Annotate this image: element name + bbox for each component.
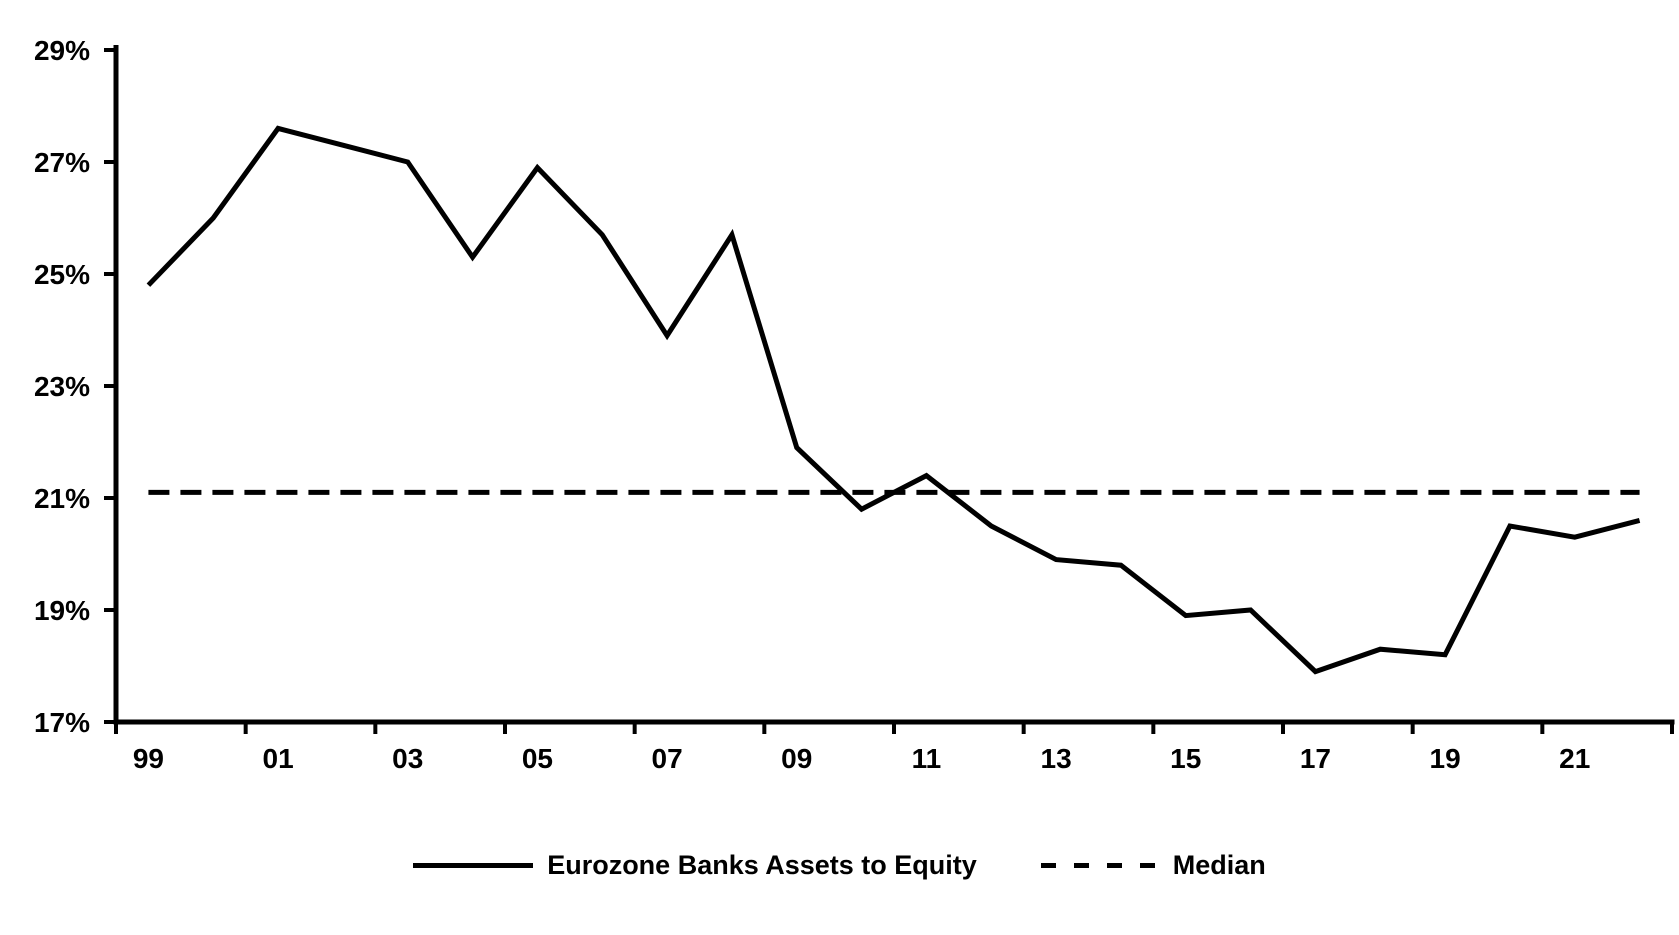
x-axis-tick-label: 15: [1170, 743, 1201, 774]
legend-item-median: Median: [1040, 850, 1266, 880]
y-axis-labels: 29% 27% 25% 23% 21% 19% 17%: [34, 35, 90, 738]
x-axis-tick-label: 07: [652, 743, 683, 774]
series-line-group: [146, 125, 1641, 675]
x-axis-tick-label: 99: [133, 743, 164, 774]
y-axis-tick-label: 27%: [34, 147, 90, 178]
x-axis-tick-label: 11: [912, 743, 942, 774]
x-axis-labels: 99 01 03 05 07 09 11 13 15 17 19 21: [133, 743, 1590, 774]
legend: Eurozone Banks Assets to Equity Median: [0, 852, 1679, 879]
y-axis-tick-label: 19%: [34, 595, 90, 626]
x-axis-tick-label: 21: [1559, 743, 1590, 774]
y-axis-tick-label: 29%: [34, 35, 90, 66]
x-axis-ticks: [114, 722, 1674, 734]
x-axis-tick-label: 09: [781, 743, 812, 774]
series-line-eurozone-banks-assets-to-equity: [146, 125, 1641, 675]
x-axis-tick-label: 05: [522, 743, 553, 774]
solid-line-swatch: [413, 863, 534, 868]
y-axis-tick-label: 25%: [34, 259, 90, 290]
legend-item-series: Eurozone Banks Assets to Equity: [413, 852, 977, 879]
x-axis-tick-label: 19: [1430, 743, 1461, 774]
x-axis-tick-label: 03: [392, 743, 423, 774]
dashed-line-swatch: [1040, 863, 1159, 868]
y-axis-tick-label: 17%: [34, 707, 90, 738]
legend-label-median: Median: [1172, 850, 1266, 880]
x-axis-tick-label: 17: [1300, 743, 1331, 774]
y-axis-tick-label: 23%: [34, 371, 90, 402]
y-axis-tick-label: 21%: [34, 483, 90, 514]
legend-label-series: Eurozone Banks Assets to Equity: [547, 850, 977, 880]
x-axis-tick-label: 13: [1041, 743, 1072, 774]
x-axis-tick-label: 01: [263, 743, 294, 774]
